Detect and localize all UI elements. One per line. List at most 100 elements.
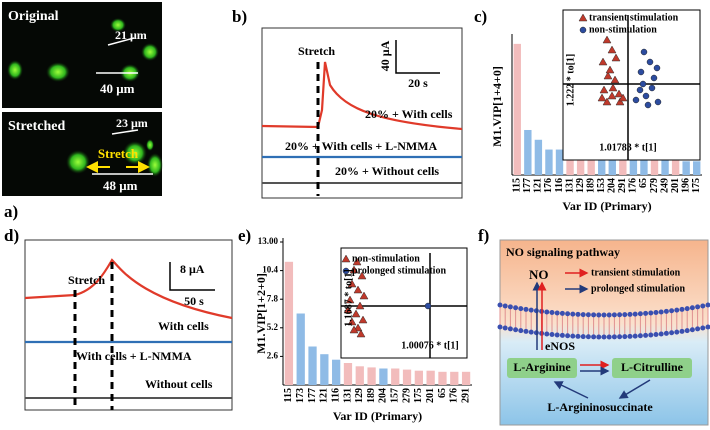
lipid-head [653, 310, 659, 315]
x-tick-label: 204 [378, 388, 389, 403]
lipid-head [622, 312, 628, 318]
lipid-head [705, 302, 710, 308]
bar [343, 363, 353, 385]
size-label: 23 μm [116, 116, 148, 130]
panel-label: a) [4, 202, 18, 221]
legend-label: transient stimulation [589, 12, 679, 23]
lipid-head [622, 334, 628, 340]
bar [693, 161, 701, 175]
lipid-head [643, 332, 649, 338]
lipid-head [637, 333, 643, 339]
scatter-point [644, 101, 652, 109]
scatter-point [342, 267, 350, 275]
trace-label: 20% + With cells + L-NMMA [285, 139, 438, 153]
lipid-head [684, 306, 690, 312]
scatter-point [341, 254, 351, 263]
legend-label: non-stimulation [589, 24, 657, 35]
bar [566, 150, 574, 175]
scatter-point [608, 83, 618, 92]
bar [661, 159, 669, 175]
lipid-head [528, 329, 534, 335]
scatter-point [424, 302, 432, 310]
lipid-head [585, 312, 591, 318]
lipid-head [601, 334, 607, 340]
bar [426, 370, 435, 385]
bar [650, 159, 659, 175]
scatter-point [349, 265, 359, 274]
scatter-point [607, 91, 617, 100]
lipid-head [632, 333, 638, 339]
lipid-head [637, 311, 643, 317]
lipid-head [617, 312, 623, 318]
lipid-head [669, 330, 675, 336]
x-tick-label: 65 [638, 178, 649, 188]
inset-x-label: 1.01783 * t[1] [599, 142, 657, 153]
scatter-point [654, 98, 662, 106]
scatter-point [615, 97, 625, 106]
scatter-point [642, 92, 650, 100]
x-tick-label: 189 [585, 178, 596, 193]
panel-label: f) [478, 226, 489, 245]
scatter-point [639, 80, 647, 88]
x-tick-label: 177 [522, 178, 533, 193]
scale-label: 50 s [184, 294, 204, 308]
lipid-head [648, 332, 654, 338]
bar [355, 366, 364, 385]
scatter-point [602, 35, 612, 44]
lipid-head [679, 328, 685, 334]
lipid-head [679, 306, 685, 312]
scatter-point [603, 71, 613, 80]
scatter-point [358, 315, 368, 324]
lipid-head [513, 327, 519, 333]
bar [367, 367, 376, 385]
inset-y-label: 1.222 * to[1] [565, 54, 576, 107]
lipid-head [643, 310, 649, 316]
bar [587, 153, 595, 175]
lipid-head [507, 304, 513, 310]
node [612, 358, 692, 378]
lipid-head [606, 312, 612, 318]
scatter-point [610, 75, 620, 84]
lipid-head [705, 324, 710, 330]
lipid-head [700, 303, 706, 309]
x-tick-label: 131 [342, 388, 353, 403]
x-tick-label: 173 [295, 388, 306, 403]
x-tick-label: 175 [413, 388, 424, 403]
lipid-head [674, 307, 680, 313]
scale-bar [169, 262, 215, 291]
trace-label: With cells + L-NMMA [76, 349, 192, 363]
inset-x-label: 1.00076 * t[1] [401, 340, 459, 351]
lipid-head [601, 312, 607, 318]
bar [619, 156, 627, 175]
panel-d: d) Stretch 8 μA 50 s With cells With cel… [4, 226, 233, 411]
bar [332, 359, 341, 385]
bar [461, 371, 471, 385]
lipid-head [700, 325, 706, 331]
inset-frame [340, 247, 468, 359]
scatter-point [355, 301, 365, 310]
lipid-head [648, 310, 654, 316]
bar [524, 129, 532, 175]
legend-label: non-stimulation [352, 253, 420, 264]
scale-label: 20 s [408, 76, 428, 90]
scatter-point [614, 89, 624, 98]
stretch-label: Stretch [68, 273, 105, 287]
x-tick-label: 116 [330, 388, 341, 402]
size-label: 21 μm [115, 28, 147, 42]
x-tick-label: 129 [575, 178, 586, 193]
x-tick-label: 153 [596, 178, 607, 193]
lipid-head [528, 307, 534, 313]
bar [640, 158, 648, 175]
node [507, 358, 577, 378]
lipid-head [554, 310, 560, 316]
lipid-head [684, 328, 690, 334]
x-tick-label: 189 [366, 388, 377, 403]
lipid-head [611, 312, 617, 318]
lipid-head [606, 334, 612, 340]
scatter-point [597, 93, 607, 102]
bar [284, 261, 294, 385]
lipid-head [658, 309, 664, 315]
scatter-point [637, 68, 645, 76]
bar [379, 368, 388, 385]
scatter-point [349, 325, 359, 334]
